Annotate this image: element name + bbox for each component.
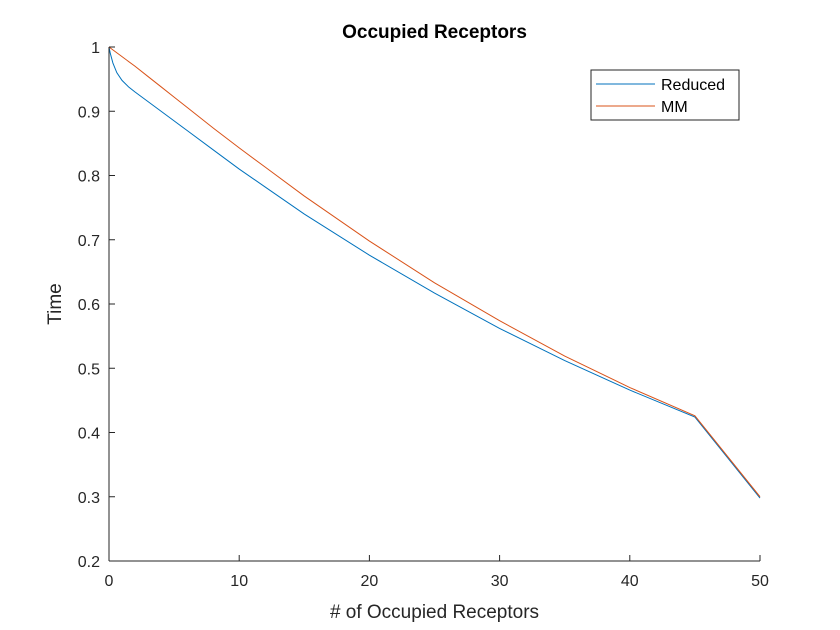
y-tick-label: 0.7 — [78, 233, 100, 250]
x-tick-label: 40 — [621, 573, 639, 590]
x-tick-label: 0 — [105, 573, 114, 590]
legend: Reduced MM — [590, 69, 740, 121]
y-tick-label: 0.2 — [78, 554, 100, 571]
y-tick-label: 1 — [91, 40, 100, 57]
x-tick-label: 10 — [230, 573, 248, 590]
x-ticks: 0 10 20 30 40 50 — [105, 555, 769, 590]
y-tick-label: 0.3 — [78, 490, 100, 507]
chart-title: Occupied Receptors — [342, 22, 527, 43]
series-line-mm — [108, 46, 761, 498]
y-tick-label: 0.6 — [78, 297, 100, 314]
x-tick-label: 20 — [361, 573, 379, 590]
y-axis-label: Time — [45, 283, 66, 325]
y-tick-label: 0.4 — [78, 426, 100, 443]
y-tick-label: 0.9 — [78, 104, 100, 121]
legend-label-mm: MM — [661, 99, 688, 116]
series-group — [108, 46, 761, 499]
series-line-reduced — [108, 46, 761, 499]
x-tick-label: 50 — [751, 573, 769, 590]
x-axis-label: # of Occupied Receptors — [330, 602, 539, 623]
legend-box — [590, 69, 740, 121]
y-tick-label: 0.8 — [78, 169, 100, 186]
x-tick-label: 30 — [491, 573, 509, 590]
plot-area — [109, 47, 760, 561]
legend-label-reduced: Reduced — [661, 77, 725, 94]
y-tick-label: 0.5 — [78, 361, 100, 378]
y-ticks: 0.2 0.3 0.4 0.5 0.6 0.7 0.8 0.9 1 — [78, 40, 115, 571]
